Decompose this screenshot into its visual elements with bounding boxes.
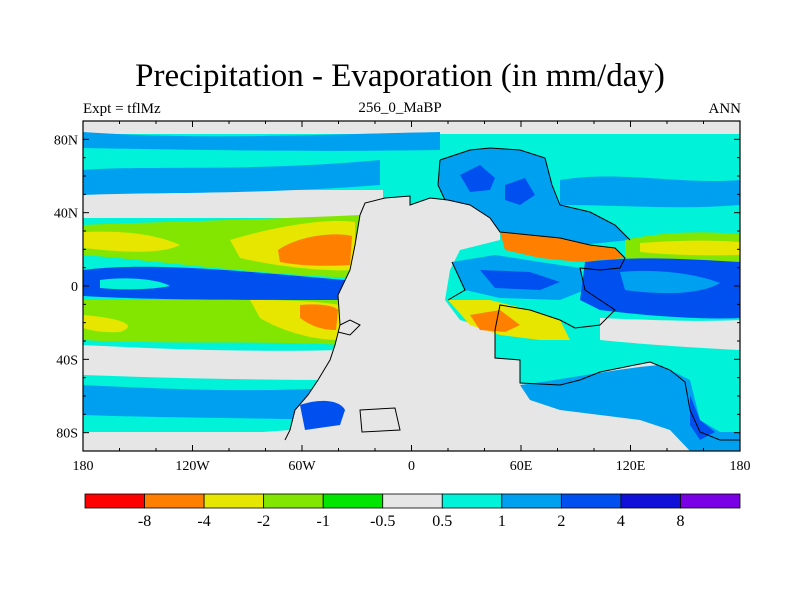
- colorbar-label: -4: [197, 513, 210, 530]
- sh-storm-track-west: [83, 385, 330, 420]
- north-polar-band: [83, 121, 740, 134]
- sh-blue-patch-west: [300, 400, 345, 430]
- colorbar: -8 -4 -2 -1 -0.5 0.5 1 2 4 8: [84, 493, 741, 530]
- colorbar-label: 0.5: [432, 513, 452, 530]
- tethys-south-orange: [470, 310, 520, 332]
- tethys-coast-north: [439, 147, 631, 241]
- colorbar-label: -2: [257, 513, 270, 530]
- nh-high-lat-blue: [83, 132, 440, 151]
- colorbar-label: 4: [617, 513, 625, 530]
- itcz-west: [83, 266, 345, 300]
- colorbar-swatch: [441, 493, 503, 509]
- tethys-equatorial-core: [480, 270, 560, 290]
- nh-east-storm-track: [560, 176, 740, 208]
- y-tick-label: 40N: [54, 207, 78, 222]
- tethys-inner-coast: [447, 261, 466, 301]
- tethys-coast-west: [437, 159, 446, 201]
- nh-dry-core-west: [83, 231, 180, 252]
- experiment-label: Expt = tflMz: [83, 101, 161, 117]
- pangaea-coast-east: [359, 195, 740, 441]
- x-tick-label: 120E: [616, 459, 646, 474]
- colorbar-label: 1: [498, 513, 506, 530]
- sh-dry-core-west: [83, 315, 128, 333]
- sh-blue-patch-east: [690, 395, 715, 440]
- plot-title: Precipitation - Evaporation (in mm/day): [135, 58, 665, 94]
- colorbar-label: -1: [317, 513, 330, 530]
- x-tick-label: 60W: [288, 459, 316, 474]
- sh-east-storm-track: [520, 365, 740, 451]
- colorbar-swatch: [84, 493, 145, 509]
- colorbar-swatch: [263, 493, 324, 509]
- sh-dry-orange-central: [300, 304, 338, 330]
- colorbar-swatch: [680, 493, 741, 509]
- pangaea-coast-west: [284, 214, 361, 441]
- y-tick-label: 80S: [56, 427, 78, 442]
- east-nh-dry-core: [640, 240, 740, 256]
- colorbar-swatch: [144, 493, 205, 509]
- y-tick-label: 80N: [54, 133, 78, 148]
- colorbar-label: 2: [557, 513, 565, 530]
- tethys-blue-2: [505, 178, 535, 205]
- y-tick-label: 0: [71, 280, 78, 295]
- colorbar-label: -8: [138, 513, 151, 530]
- season-label: ANN: [708, 101, 742, 117]
- colorbar-label: -0.5: [370, 513, 395, 530]
- colorbar-swatch: [501, 493, 562, 509]
- x-tick-label: 120W: [175, 459, 210, 474]
- x-tick-label: 0: [408, 459, 415, 474]
- x-tick-label: 180: [73, 459, 94, 474]
- tethys-dry-orange: [500, 232, 625, 262]
- colorbar-swatch: [382, 493, 443, 509]
- colorbar-swatch: [203, 493, 265, 509]
- map-field: [83, 121, 740, 451]
- north-subtropic-neutral: [83, 190, 383, 218]
- time-label: 256_0_MaBP: [358, 100, 442, 116]
- x-tick-label: 180: [730, 459, 751, 474]
- coastlines: [284, 147, 740, 441]
- colorbar-label: 8: [676, 513, 684, 530]
- nh-dry-orange-central: [278, 234, 352, 266]
- antarctic-inlet: [359, 407, 401, 433]
- map-axes: 80N 40N 0 40S 80S 180 120W 60W 0 60E 120E 180: [54, 120, 751, 474]
- east-sh-neutral: [600, 318, 740, 350]
- sh-neutral-west: [83, 345, 340, 380]
- tethys-blue-1: [460, 165, 495, 192]
- colorbar-swatch: [620, 493, 681, 509]
- nh-storm-track: [83, 160, 380, 195]
- colorbar-swatch: [560, 493, 622, 509]
- east-itcz-inner: [620, 270, 720, 294]
- y-tick-label: 40S: [56, 353, 78, 368]
- small-island-west: [337, 319, 361, 336]
- x-tick-label: 60E: [510, 459, 533, 474]
- itcz-west-inner: [100, 278, 170, 290]
- colorbar-swatch: [322, 493, 384, 509]
